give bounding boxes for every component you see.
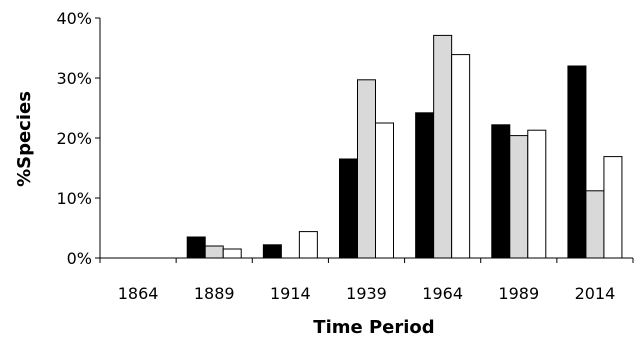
bar-1964-series-3 [451, 54, 471, 259]
bar-1889-series-3 [222, 248, 242, 259]
y-tick-label: 10% [56, 189, 92, 208]
x-axis-title: Time Period [313, 317, 434, 337]
bar-1914-series-1 [262, 244, 282, 259]
y-tick-label: 0% [67, 249, 92, 268]
x-tick-label: 1989 [498, 284, 539, 303]
bar-1989-series-1 [491, 124, 511, 259]
y-tick-label: 30% [56, 69, 92, 88]
bar-1939-series-1 [339, 158, 358, 259]
x-tick-label: 1914 [270, 284, 311, 303]
x-tick-label: 1939 [346, 284, 387, 303]
bar-1914-series-3 [298, 231, 318, 259]
axes-group: 0% 10% 20% 30% 40% 1864 1889 1914 1939 1964 1989 20… [56, 9, 634, 303]
bar-1939-series-2 [357, 79, 376, 259]
x-tick-label: 1964 [422, 284, 463, 303]
bar-1889-series-1 [186, 236, 206, 259]
bar-1939-series-3 [375, 122, 394, 259]
bar-2014-series-3 [603, 156, 623, 259]
bar-1964-series-1 [415, 112, 435, 259]
y-tick-label: 20% [56, 129, 92, 148]
x-tick-label: 1889 [194, 284, 235, 303]
bar-1889-series-2 [204, 245, 224, 259]
x-tick-label: 1864 [118, 284, 159, 303]
y-tick-label: 40% [56, 9, 92, 28]
bar-1989-series-2 [509, 135, 529, 259]
x-tick-label: 2014 [575, 284, 616, 303]
bar-1964-series-2 [433, 34, 453, 259]
bar-2014-series-1 [567, 65, 587, 259]
bars-group [186, 34, 623, 259]
bar-1989-series-3 [527, 129, 547, 259]
bar-2014-series-2 [585, 190, 605, 259]
y-axis-title: %Species [14, 91, 35, 187]
